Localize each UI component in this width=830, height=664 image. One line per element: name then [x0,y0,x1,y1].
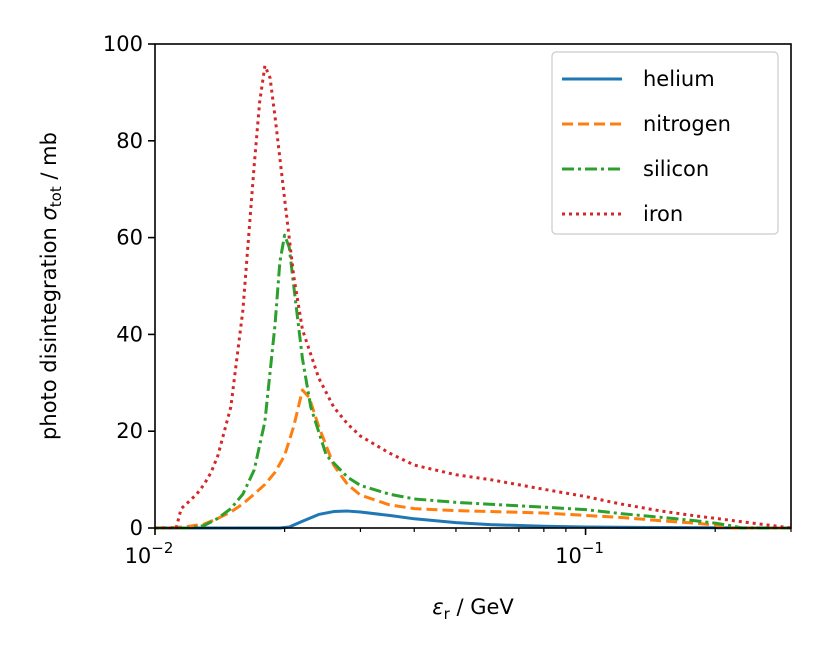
x-tick-label-base: 10 [555,544,582,568]
series-line-helium [155,509,792,530]
y-axis-label-prefix: photo disintegration [37,221,61,440]
plot-frame [154,43,792,529]
legend-label-helium: helium [643,67,715,91]
series-line-silicon [155,233,791,530]
legend-label-iron: iron [643,202,683,226]
y-axis-label-unit: / mb [37,132,61,186]
legend: helium nitrogen silicon iron [551,51,779,235]
y-axis-ticks: 0 20 40 60 80 100 [103,32,155,540]
y-axis-label-symbol: σ [37,207,61,221]
y-tick-label: 40 [116,322,143,346]
series-line-iron [155,64,792,530]
y-axis-label-sub: tot [47,186,65,207]
x-axis-label: εr / GeV [432,595,514,623]
x-axis-label-unit: / GeV [450,595,515,619]
y-tick-label: 80 [116,129,143,153]
legend-entries: helium nitrogen silicon iron [562,67,731,226]
legend-box [551,51,779,235]
legend-label-nitrogen: nitrogen [643,112,731,136]
x-tick-label: 10−2 [125,539,174,568]
x-tick-label-exp: −2 [151,539,173,557]
x-axis-label-sub: r [444,605,451,623]
series-layer [154,64,792,530]
x-tick-label-exp: −1 [582,539,604,557]
legend-label-silicon: silicon [643,157,709,181]
x-axis-ticks: 10−2 10−1 [125,528,792,568]
y-tick-label: 20 [116,419,143,443]
x-tick-label: 10−1 [555,539,604,568]
y-tick-label: 60 [116,226,143,250]
y-tick-label: 0 [130,516,143,540]
y-axis-label: photo disintegration σtot / mb [37,132,65,440]
x-axis-label-symbol: ε [432,595,443,619]
y-tick-label: 100 [103,32,143,56]
x-tick-label-base: 10 [125,544,152,568]
